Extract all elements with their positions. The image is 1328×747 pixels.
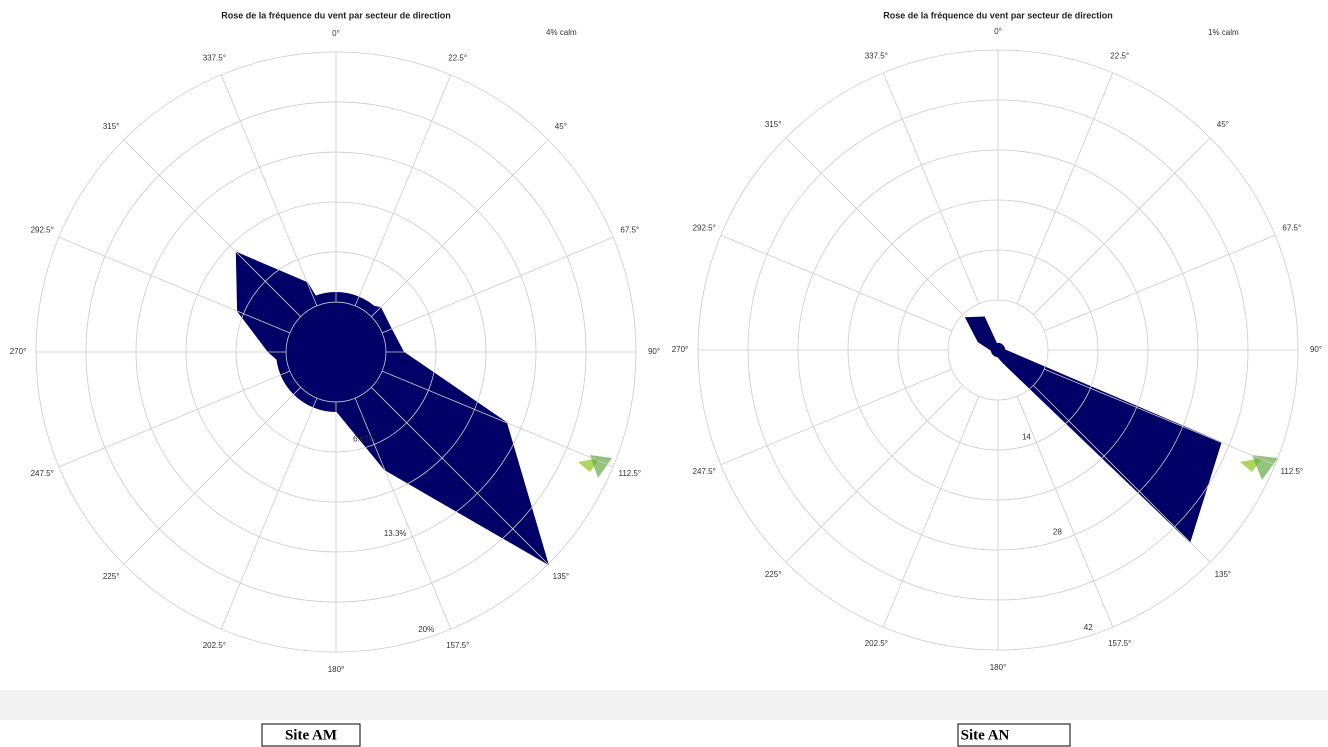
spoke <box>354 74 452 307</box>
direction-label: 247.5° <box>693 467 716 476</box>
direction-label: 90° <box>1310 345 1322 354</box>
spoke <box>882 396 980 628</box>
spoke <box>354 397 452 630</box>
wind-rose: Rose de la fréquence du vent par secteur… <box>672 10 1322 743</box>
spoke <box>1044 234 1276 332</box>
direction-label: 22.5° <box>1110 51 1129 60</box>
direction-label: 45° <box>1217 120 1229 129</box>
direction-label: 270° <box>672 345 689 354</box>
direction-label: 180° <box>328 665 345 674</box>
calm-disc <box>990 342 1006 358</box>
spoke <box>785 385 963 563</box>
r-tick-label: 14 <box>1022 433 1031 442</box>
spoke <box>720 368 952 466</box>
direction-label: 292.5° <box>693 223 716 232</box>
direction-label: 315° <box>765 120 782 129</box>
spoke <box>1033 137 1211 315</box>
spoke <box>123 139 301 317</box>
direction-label: 22.5° <box>448 53 467 62</box>
chart-title: Rose de la fréquence du vent par secteur… <box>221 10 451 20</box>
spoke <box>58 370 291 468</box>
direction-label: 337.5° <box>865 51 888 60</box>
spoke <box>1033 385 1211 563</box>
spoke <box>220 74 318 307</box>
direction-label: 157.5° <box>1108 639 1131 648</box>
direction-label: 112.5° <box>618 469 641 478</box>
chart-title: Rose de la fréquence du vent par secteur… <box>883 10 1113 20</box>
spoke <box>381 236 614 334</box>
spoke <box>1016 72 1114 304</box>
direction-label: 135° <box>1215 570 1232 579</box>
r-tick-label: 28 <box>1053 528 1062 537</box>
direction-label: 90° <box>648 347 660 356</box>
wind-rose: Rose de la fréquence du vent par secteur… <box>10 10 660 743</box>
direction-label: 337.5° <box>203 53 226 62</box>
caption-box <box>261 723 361 747</box>
direction-label: 270° <box>10 347 27 356</box>
direction-label: 0° <box>994 27 1002 36</box>
spoke <box>785 137 963 315</box>
spoke <box>381 370 614 468</box>
spoke <box>58 236 291 334</box>
caption: Site AN <box>961 727 1010 743</box>
direction-label: 135° <box>553 572 570 581</box>
direction-label: 225° <box>765 570 782 579</box>
r-tick-label: 20% <box>418 625 434 634</box>
spoke <box>1016 396 1114 628</box>
direction-label: 45° <box>555 122 567 131</box>
r-tick-label: 42 <box>1084 623 1093 632</box>
background-band <box>0 690 1328 720</box>
spoke <box>123 387 301 565</box>
compass-icon <box>578 455 1278 480</box>
direction-label: 112.5° <box>1280 467 1303 476</box>
annotation: 1% calm <box>1208 28 1239 37</box>
r-tick-label: 13.3% <box>384 529 407 538</box>
direction-label: 0° <box>332 29 340 38</box>
direction-label: 202.5° <box>203 641 226 650</box>
spoke <box>720 234 952 332</box>
direction-label: 67.5° <box>1282 223 1301 232</box>
direction-label: 247.5° <box>31 469 54 478</box>
direction-label: 225° <box>103 572 120 581</box>
spoke <box>371 387 549 565</box>
spoke <box>882 72 980 304</box>
spoke <box>220 397 318 630</box>
direction-label: 292.5° <box>31 225 54 234</box>
direction-label: 202.5° <box>865 639 888 648</box>
direction-label: 157.5° <box>446 641 469 650</box>
caption: Site AM <box>285 727 337 743</box>
spoke <box>1044 368 1276 466</box>
caption-box <box>957 723 1071 747</box>
direction-label: 315° <box>103 122 120 131</box>
calm-disc <box>276 292 396 412</box>
direction-label: 67.5° <box>620 225 639 234</box>
direction-label: 180° <box>990 663 1007 672</box>
r-tick-label: 6.67% <box>353 435 376 444</box>
spoke <box>371 139 549 317</box>
annotation: 4% calm <box>546 28 577 37</box>
